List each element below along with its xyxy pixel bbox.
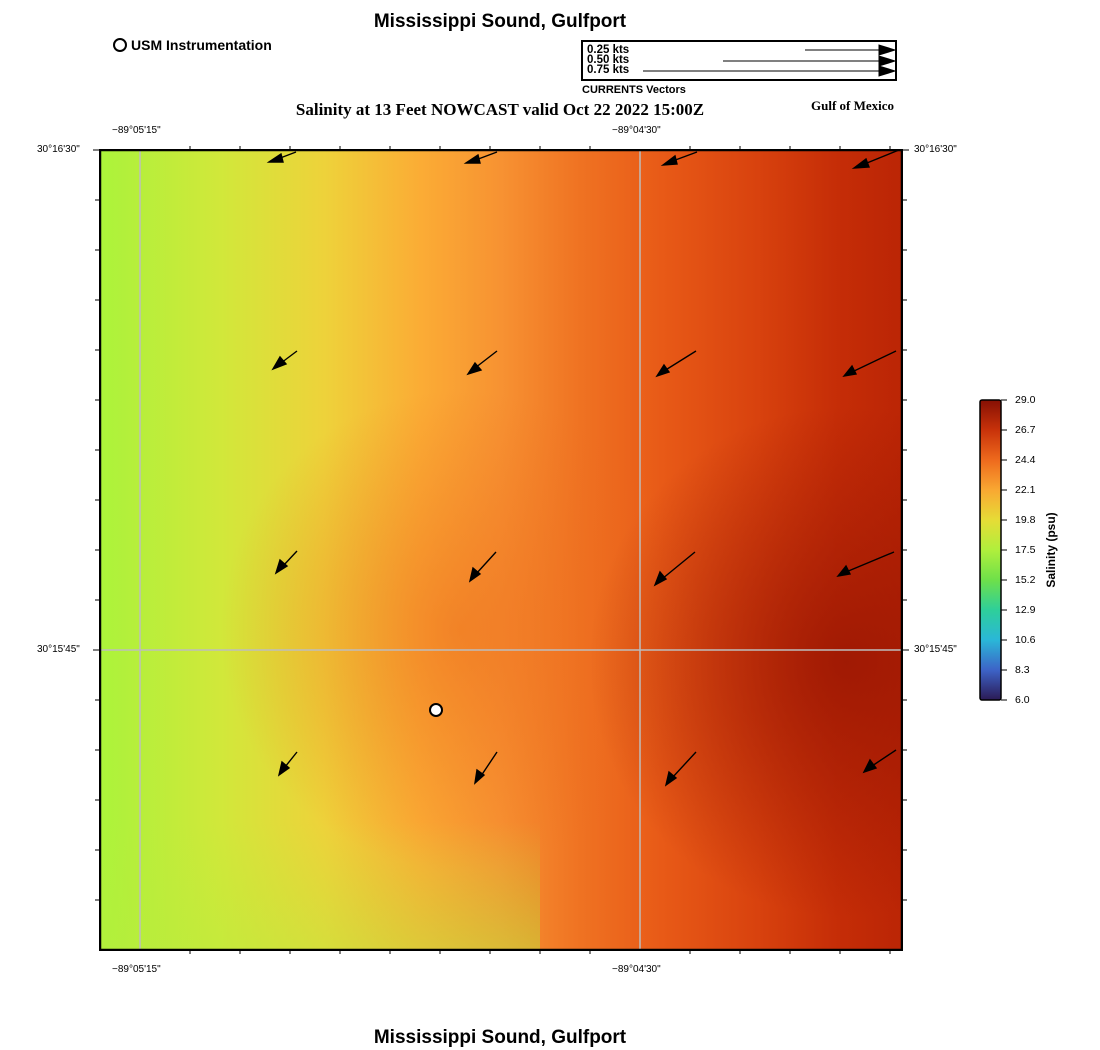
map-grid bbox=[100, 150, 902, 950]
lon-tick-label-bottom-2: −89°04'30" bbox=[612, 964, 661, 975]
colorbar-tick-label: 22.1 bbox=[1015, 484, 1036, 496]
current-vectors bbox=[266, 149, 900, 787]
lat-tick-label-left-1: 30°16'30" bbox=[37, 144, 80, 155]
lat-tick-label-left-2: 30°15'45" bbox=[37, 644, 80, 655]
current-vector bbox=[660, 151, 698, 166]
colorbar-tick-label: 29.0 bbox=[1015, 394, 1036, 406]
current-vector bbox=[468, 551, 497, 583]
map-title: Mississippi Sound, Gulfport bbox=[373, 11, 627, 32]
current-vector bbox=[653, 551, 696, 587]
station-marker-icon bbox=[113, 38, 127, 52]
current-vector bbox=[271, 350, 298, 371]
current-vector bbox=[474, 751, 498, 785]
vector-legend-label-025: 0.25 kts bbox=[587, 44, 630, 56]
current-vector bbox=[266, 151, 297, 163]
current-vector bbox=[463, 151, 498, 164]
current-vector bbox=[277, 751, 298, 777]
colorbar-tick-label: 6.0 bbox=[1015, 694, 1030, 706]
vector-legend-label-075: 0.75 kts bbox=[587, 64, 630, 76]
current-vector bbox=[664, 751, 697, 787]
salinity-colorbar bbox=[979, 399, 1007, 701]
current-vector bbox=[655, 350, 697, 378]
current-vector bbox=[862, 749, 897, 774]
colorbar-tick-label: 15.2 bbox=[1015, 574, 1036, 586]
lon-tick-label-top-1: −89°05'15" bbox=[112, 125, 161, 136]
lat-tick-label-right-2: 30°15'45" bbox=[914, 644, 957, 655]
vector-legend-arrows bbox=[643, 44, 895, 77]
region-label: Gulf of Mexico bbox=[811, 98, 895, 113]
map-frame bbox=[99, 149, 903, 951]
colorbar-tick-label: 26.7 bbox=[1015, 424, 1036, 436]
salinity-map bbox=[99, 149, 903, 951]
lon-tick-label-top-2: −89°04'30" bbox=[612, 125, 661, 136]
colorbar-title: Salinity (psu) bbox=[1044, 512, 1058, 588]
current-vector bbox=[836, 551, 895, 577]
frame-ticks bbox=[139, 149, 641, 951]
minor-ticks bbox=[93, 146, 909, 954]
vector-legend: 0.25 kts 0.50 kts 0.75 kts bbox=[581, 40, 897, 81]
colorbar-tick-label: 17.5 bbox=[1015, 544, 1036, 556]
footer-title: Mississippi Sound, Gulfport bbox=[373, 1027, 627, 1048]
vector-legend-title: CURRENTS Vectors bbox=[582, 84, 686, 96]
current-vector bbox=[851, 149, 900, 169]
current-vector bbox=[274, 550, 298, 575]
colorbar-tick-label: 24.4 bbox=[1015, 454, 1036, 466]
lon-tick-label-bottom-1: −89°05'15" bbox=[112, 964, 161, 975]
colorbar-tick-label: 10.6 bbox=[1015, 634, 1036, 646]
current-vector bbox=[466, 350, 498, 376]
colorbar-tick-label: 8.3 bbox=[1015, 664, 1030, 676]
usm-instrumentation-marker[interactable] bbox=[429, 703, 443, 717]
station-legend-label: USM Instrumentation bbox=[131, 37, 272, 53]
lat-tick-label-right-1: 30°16'30" bbox=[914, 144, 957, 155]
vector-legend-label-050: 0.50 kts bbox=[587, 54, 630, 66]
current-vector bbox=[842, 350, 897, 377]
station-legend: USM Instrumentation bbox=[113, 37, 272, 53]
colorbar-tick-label: 12.9 bbox=[1015, 604, 1036, 616]
map-subtitle: Salinity at 13 Feet NOWCAST valid Oct 22… bbox=[295, 100, 705, 119]
colorbar-tick-label: 19.8 bbox=[1015, 514, 1036, 526]
